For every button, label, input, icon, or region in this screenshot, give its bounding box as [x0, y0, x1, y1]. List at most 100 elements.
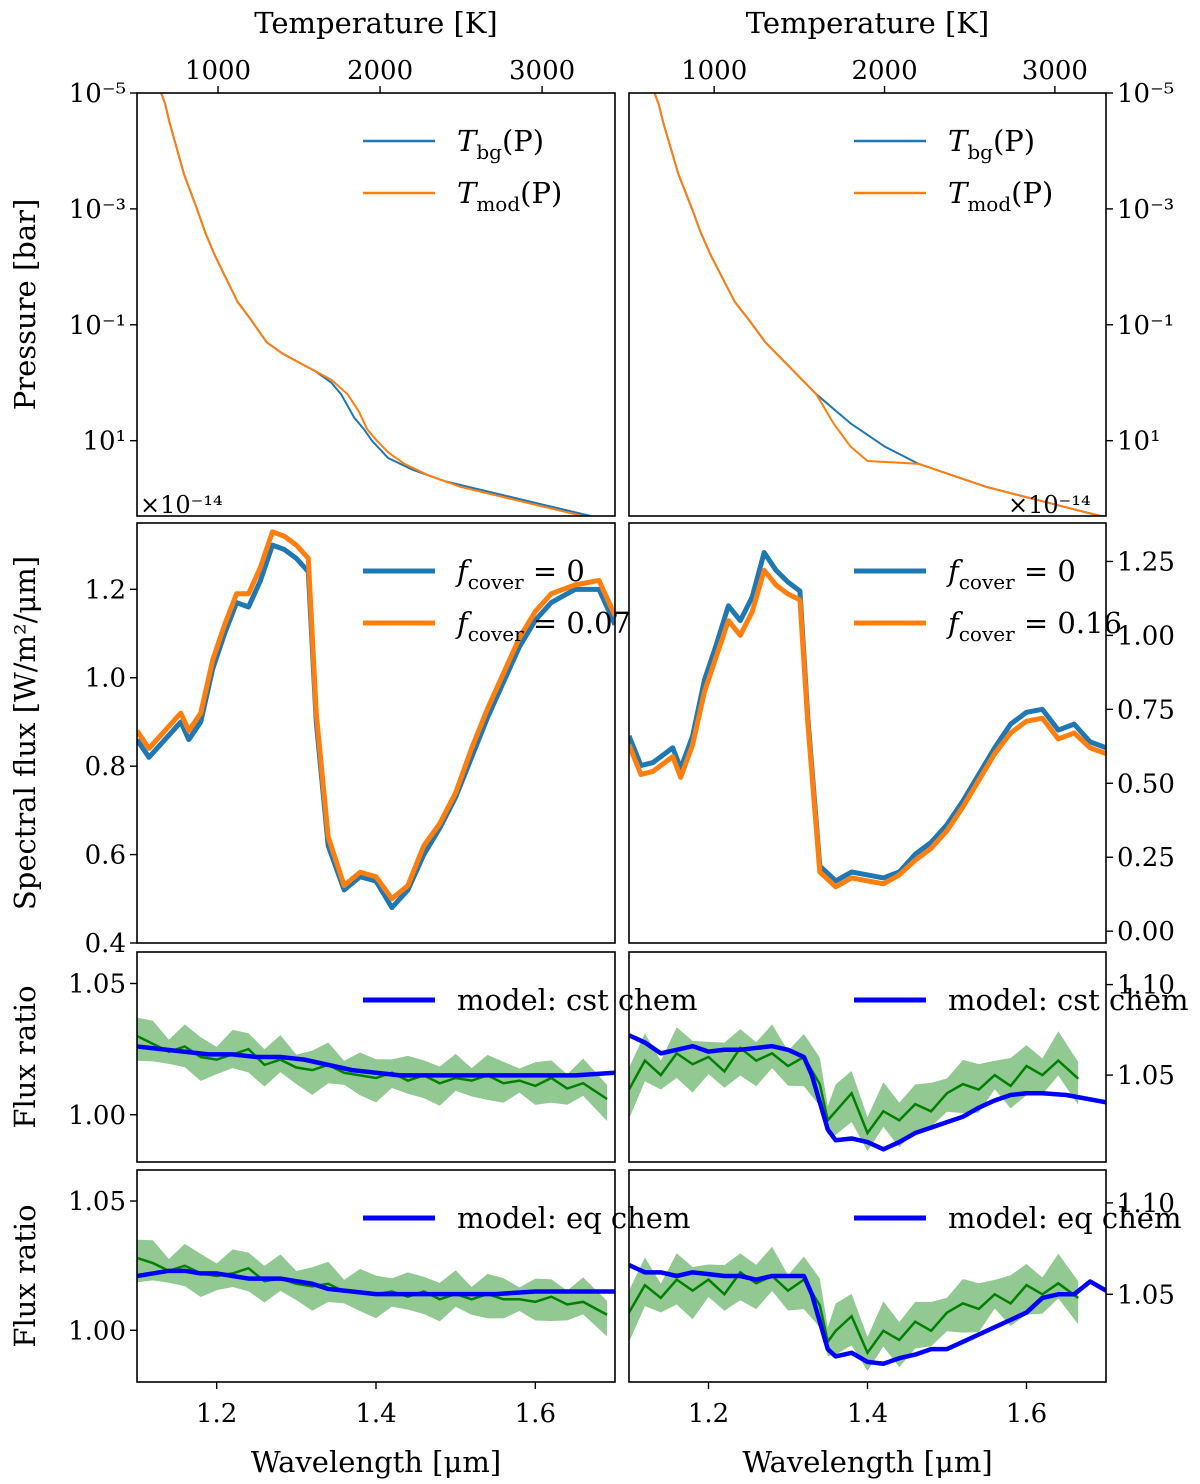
series-line-0	[629, 550, 1106, 884]
series-line-0	[629, 1033, 1106, 1152]
observed-line	[629, 1270, 1079, 1356]
y-tick-label-0: 10⁻⁵	[69, 79, 126, 109]
y-tick-label-5: 1.25	[1117, 547, 1175, 577]
panel-tp-right: 10⁻⁵ 10⁻³ 10⁻¹ 10¹ 1000 2000 3000 Temperature […	[628, 6, 1174, 519]
plot-area-tp-left	[160, 93, 591, 516]
observed-line	[137, 1034, 608, 1101]
series-line-0	[137, 1044, 615, 1078]
legend-label-0: Tbg(P)	[457, 124, 544, 164]
panel-ratio-eq-right: 1.05 1.10 1.2 1.4 1.6 Wavelength [μm] model: e…	[628, 1169, 1181, 1479]
panel-tp-left: 10⁻⁵ 10⁻³ 10⁻¹ 10¹ 1000 2000 3000 Temperature […	[8, 6, 616, 519]
series-line-1	[160, 93, 587, 516]
x-tick-label-0: 1000	[185, 56, 251, 86]
legend-label-tail: (P)	[1011, 176, 1053, 210]
legend-label-0: fcover = 0	[455, 554, 585, 594]
legend-label-sub: cover	[468, 570, 524, 594]
legend-label-tail: = 0.07	[524, 606, 631, 640]
legend-label-main: T	[948, 176, 970, 210]
y-tick-label-1: 10⁻³	[69, 195, 126, 225]
legend-label-tail: (P)	[520, 176, 562, 210]
series-line-1	[629, 567, 1106, 890]
offset-text: ×10⁻¹⁴	[140, 491, 223, 519]
plot-area-tp-right	[653, 93, 1106, 516]
axes-frame	[628, 522, 1107, 944]
legend-label-sub: cover	[959, 622, 1015, 646]
offset-text: ×10⁻¹⁴	[1008, 491, 1091, 519]
legend-label-1: Tmod(P)	[457, 176, 562, 216]
y-tick-label-1: 1.05	[68, 1187, 126, 1217]
x-tick-label-1: 2000	[851, 56, 917, 86]
legend-label-main: T	[457, 124, 479, 158]
legend-label-sub: mod	[476, 192, 520, 216]
legend-label-1: fcover = 0.07	[455, 606, 631, 646]
legend-label-main: T	[457, 176, 479, 210]
series-line-0	[653, 93, 1106, 516]
plot-area-flux-left	[137, 529, 615, 911]
x-top-label: Temperature [K]	[254, 6, 498, 40]
y-tick-label-1: 1.05	[68, 970, 126, 1000]
legend-label-sub: cover	[959, 570, 1015, 594]
legend-label-tail: = 0.16	[1015, 606, 1122, 640]
observed-band	[137, 1239, 608, 1337]
y-tick-label-1: 1.10	[1117, 971, 1175, 1001]
y-tick-label-1: 0.6	[85, 841, 126, 871]
y-tick-label-3: 10¹	[82, 427, 126, 457]
series-line-1	[137, 529, 615, 902]
legend-label-0: model: cst chem	[948, 983, 1189, 1017]
observed-band	[629, 1024, 1079, 1152]
y-tick-label-3: 0.75	[1117, 695, 1175, 725]
plot-area-ratio-eq-left	[137, 1239, 615, 1337]
panel-ratio-eq-left: 1.00 1.05 1.2 1.4 1.6 Wavelength [μm] Flux rat…	[8, 1169, 690, 1479]
x-axis-label: Wavelength [μm]	[251, 1445, 501, 1479]
observed-line	[629, 1046, 1080, 1136]
legend-label-sub: bg	[476, 140, 502, 164]
legend-label-sub: cover	[468, 622, 524, 646]
y-tick-label-2: 10⁻¹	[1117, 311, 1174, 341]
x-tick-label-1: 1.4	[355, 1399, 396, 1429]
series-line-1	[653, 93, 1106, 516]
y-tick-label-0: 1.00	[68, 1316, 126, 1346]
legend-label-tail: (P)	[502, 124, 544, 158]
series-line-0	[629, 1262, 1106, 1366]
x-tick-label-2: 1.6	[1006, 1399, 1047, 1429]
y-tick-label-0: 0.4	[85, 929, 126, 959]
legend-label-1: Tmod(P)	[948, 176, 1053, 216]
observed-band	[137, 1017, 608, 1122]
axes-frame	[136, 92, 616, 517]
legend-label-sub: bg	[967, 140, 993, 164]
x-tick-label-2: 1.6	[515, 1399, 556, 1429]
series-line-0	[137, 1268, 615, 1297]
panel-ratio-cst-left: 1.00 1.05 Flux ratio model: cst chem	[8, 951, 698, 1163]
plot-area-flux-right	[629, 550, 1106, 890]
y-axis-label: Spectral flux [W/m²/μm]	[8, 556, 42, 910]
x-tick-label-2: 3000	[1022, 56, 1088, 86]
legend-label-0: model: eq chem	[948, 1201, 1181, 1235]
y-tick-label-0: 1.05	[1117, 1280, 1175, 1310]
y-tick-label-3: 1.0	[85, 664, 126, 694]
legend-label-1: fcover = 0.16	[946, 606, 1122, 646]
y-tick-label-3: 10¹	[1117, 427, 1161, 457]
legend-label-0: model: eq chem	[457, 1201, 690, 1235]
axes-frame	[136, 951, 616, 1163]
x-tick-label-2: 3000	[509, 56, 575, 86]
y-axis-label: Flux ratio	[8, 1204, 42, 1347]
legend-label-sub: mod	[967, 192, 1011, 216]
legend-label-0: Tbg(P)	[948, 124, 1035, 164]
plot-area-ratio-cst-right	[629, 1024, 1106, 1152]
y-tick-label-1: 0.25	[1117, 843, 1175, 873]
series-line-0	[137, 542, 615, 911]
y-tick-label-2: 0.50	[1117, 769, 1175, 799]
y-tick-label-1: 10⁻³	[1117, 195, 1174, 225]
plot-area-ratio-cst-left	[137, 1017, 615, 1122]
y-tick-label-0: 1.00	[68, 1101, 126, 1131]
y-tick-label-0: 1.05	[1117, 1061, 1175, 1091]
x-tick-label-0: 1000	[681, 56, 747, 86]
panel-flux-right: 0.00 0.25 0.50 0.75 1.00 1.25 fcover = 0 fcover…	[628, 522, 1175, 947]
legend-label-0: model: cst chem	[457, 983, 698, 1017]
y-axis-label: Pressure [bar]	[8, 199, 42, 411]
axes-frame	[136, 522, 616, 944]
y-tick-label-2: 0.8	[85, 752, 126, 782]
x-top-label: Temperature [K]	[746, 6, 990, 40]
